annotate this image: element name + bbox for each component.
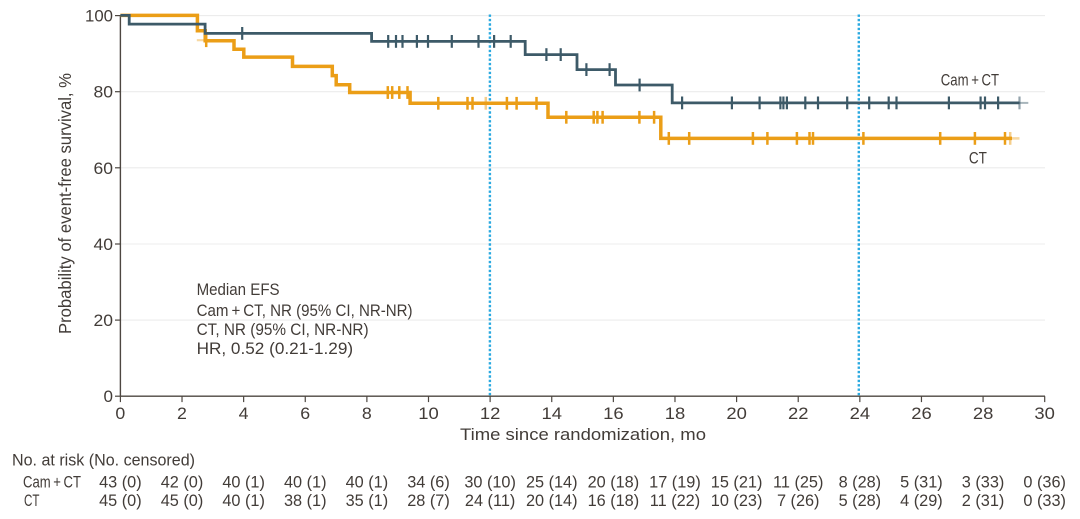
svg-text:20 (14): 20 (14) bbox=[526, 492, 578, 510]
svg-text:3 (33): 3 (33) bbox=[962, 474, 1005, 492]
svg-text:10 (23): 10 (23) bbox=[711, 492, 763, 510]
svg-text:38 (1): 38 (1) bbox=[284, 492, 327, 510]
svg-text:4: 4 bbox=[239, 404, 249, 423]
svg-text:80: 80 bbox=[94, 83, 114, 102]
svg-text:34 (6): 34 (6) bbox=[407, 474, 450, 492]
svg-text:45 (0): 45 (0) bbox=[99, 492, 142, 510]
svg-text:8 (28): 8 (28) bbox=[839, 474, 882, 492]
svg-text:30: 30 bbox=[1034, 404, 1055, 423]
svg-text:60: 60 bbox=[94, 159, 114, 178]
svg-text:Cam + CT: Cam + CT bbox=[941, 70, 999, 89]
svg-text:0: 0 bbox=[115, 404, 125, 423]
svg-text:2 (31): 2 (31) bbox=[962, 492, 1005, 510]
svg-text:HR, 0.52 (0.21-1.29): HR, 0.52 (0.21-1.29) bbox=[197, 339, 354, 358]
svg-text:0: 0 bbox=[104, 387, 114, 406]
svg-text:Time since randomization, mo: Time since randomization, mo bbox=[460, 425, 706, 444]
svg-text:8: 8 bbox=[362, 404, 372, 423]
svg-text:42 (0): 42 (0) bbox=[161, 474, 204, 492]
svg-text:Median EFS: Median EFS bbox=[197, 280, 280, 299]
svg-text:15 (21): 15 (21) bbox=[711, 474, 763, 492]
svg-text:16: 16 bbox=[603, 404, 624, 423]
svg-text:28: 28 bbox=[973, 404, 994, 423]
svg-text:24 (11): 24 (11) bbox=[465, 492, 515, 510]
svg-text:43 (0): 43 (0) bbox=[99, 474, 142, 492]
svg-text:22: 22 bbox=[788, 404, 809, 423]
svg-text:20 (18): 20 (18) bbox=[588, 474, 640, 492]
svg-text:35 (1): 35 (1) bbox=[346, 492, 389, 510]
svg-text:100: 100 bbox=[85, 7, 113, 26]
svg-text:4 (29): 4 (29) bbox=[900, 492, 943, 510]
svg-text:45 (0): 45 (0) bbox=[161, 492, 204, 510]
svg-text:40 (1): 40 (1) bbox=[346, 474, 389, 492]
svg-text:40 (1): 40 (1) bbox=[284, 474, 327, 492]
svg-text:25 (14): 25 (14) bbox=[526, 474, 578, 492]
svg-text:20: 20 bbox=[726, 404, 747, 423]
svg-text:16 (18): 16 (18) bbox=[588, 492, 640, 510]
svg-text:Cam + CT, NR (95% CI, NR-NR): Cam + CT, NR (95% CI, NR-NR) bbox=[197, 301, 413, 320]
svg-text:No. at risk (No. censored): No. at risk (No. censored) bbox=[12, 450, 195, 469]
svg-text:12: 12 bbox=[480, 404, 501, 423]
svg-text:5 (31): 5 (31) bbox=[900, 474, 943, 492]
svg-text:CT: CT bbox=[24, 491, 40, 510]
svg-text:28 (7): 28 (7) bbox=[407, 492, 450, 510]
svg-text:CT, NR (95% CI, NR-NR): CT, NR (95% CI, NR-NR) bbox=[197, 320, 369, 339]
svg-text:0 (36): 0 (36) bbox=[1023, 474, 1066, 492]
svg-text:7 (26): 7 (26) bbox=[777, 492, 820, 510]
svg-text:40 (1): 40 (1) bbox=[222, 474, 265, 492]
svg-text:11 (22): 11 (22) bbox=[650, 492, 700, 510]
svg-text:18: 18 bbox=[665, 404, 686, 423]
svg-text:6: 6 bbox=[300, 404, 310, 423]
svg-text:40: 40 bbox=[94, 235, 114, 254]
svg-text:24: 24 bbox=[850, 404, 871, 423]
svg-text:17 (19): 17 (19) bbox=[649, 474, 701, 492]
svg-text:Probability of event-free surv: Probability of event-free survival, % bbox=[55, 73, 75, 334]
svg-text:30 (10): 30 (10) bbox=[464, 474, 516, 492]
svg-text:2: 2 bbox=[177, 404, 187, 423]
svg-text:20: 20 bbox=[94, 311, 114, 330]
svg-text:14: 14 bbox=[541, 404, 562, 423]
svg-text:CT: CT bbox=[969, 149, 987, 168]
svg-text:11 (25): 11 (25) bbox=[773, 474, 823, 492]
svg-text:26: 26 bbox=[911, 404, 932, 423]
svg-text:40 (1): 40 (1) bbox=[222, 492, 265, 510]
svg-text:0 (33): 0 (33) bbox=[1023, 492, 1066, 510]
svg-text:5 (28): 5 (28) bbox=[839, 492, 882, 510]
svg-text:10: 10 bbox=[418, 404, 439, 423]
svg-text:Cam + CT: Cam + CT bbox=[23, 473, 81, 492]
